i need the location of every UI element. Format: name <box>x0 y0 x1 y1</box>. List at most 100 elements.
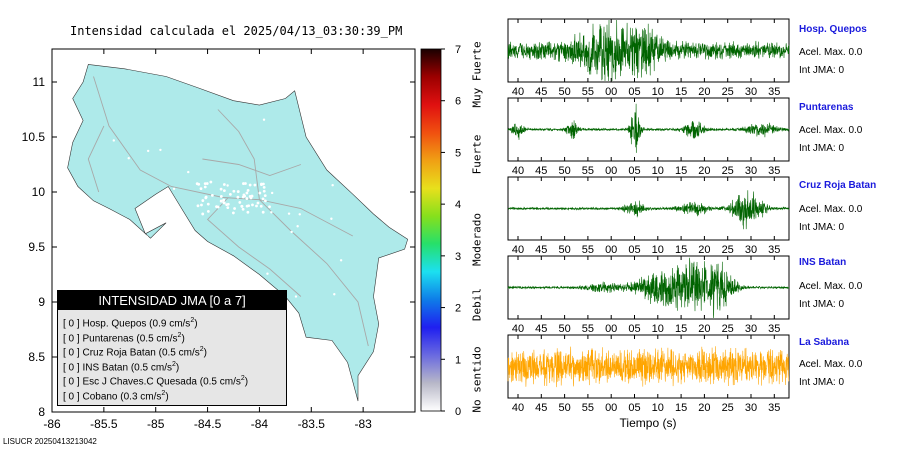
map-settlement <box>270 191 274 195</box>
trace-x-tick-label: 25 <box>722 402 734 414</box>
legend-value: 0.9 <box>152 318 167 330</box>
legend-value: 0.3 <box>123 390 138 402</box>
trace-cruz-roja-batan <box>507 190 790 230</box>
legend-station: Hosp. Quepos <box>82 318 147 330</box>
colorbar-tick-label: 0 <box>455 406 461 418</box>
station-int: Int JMA: 0 <box>799 65 845 76</box>
map-road <box>217 109 260 200</box>
map-x-tick-label: -84.5 <box>194 417 222 431</box>
map-road <box>93 76 354 237</box>
legend-station: Cruz Roja Batan <box>82 347 156 359</box>
station-int: Int JMA: 0 <box>799 299 845 310</box>
map-settlement <box>245 197 249 200</box>
trace-x-tick-label: 55 <box>582 323 594 335</box>
legend-unit: cm/s <box>150 361 172 373</box>
map-road <box>259 199 369 347</box>
map-settlement <box>262 118 266 121</box>
map-settlement <box>251 203 254 207</box>
legend-exp: 2 <box>171 360 176 368</box>
trace-x-tick-label: 10 <box>652 165 664 177</box>
map-settlement <box>201 199 205 202</box>
map-settlement <box>236 190 240 193</box>
trace-x-tick-label: 10 <box>652 86 664 98</box>
trace-x-tick-label: 20 <box>698 165 710 177</box>
map-y-tick-label: 10.5 <box>22 130 46 144</box>
station-acel: Acel. Max. 0.0 <box>799 281 863 292</box>
map-settlement <box>256 201 260 205</box>
map-settlement <box>145 235 149 239</box>
map-settlement <box>262 185 266 189</box>
legend-exp: 2 <box>199 346 204 353</box>
map-settlement <box>253 183 257 187</box>
map-settlement <box>222 201 226 205</box>
map-settlement <box>219 195 223 198</box>
map-settlement <box>249 196 253 200</box>
map-settlement <box>219 187 223 191</box>
legend-station: Esc J Chaves.C Quesada <box>82 376 197 388</box>
trace-x-tick-label: 50 <box>558 402 570 414</box>
station-acel: Acel. Max. 0.0 <box>799 204 863 215</box>
trace-x-tick-label: 00 <box>605 86 617 98</box>
map-road <box>202 158 302 176</box>
map-x-tick-label: -85 <box>147 417 165 431</box>
legend-exp: 2 <box>240 375 245 382</box>
legend-station: Puntarenas <box>82 332 134 344</box>
trace-x-tick-label: 45 <box>535 86 547 98</box>
map-settlement <box>266 272 269 275</box>
legend-exp: 2 <box>177 331 182 339</box>
map-settlement <box>246 210 250 214</box>
map-settlement <box>238 201 242 204</box>
trace-x-tick-label: 20 <box>698 86 710 98</box>
colorbar-tick-label: 6 <box>455 96 461 108</box>
map-settlement <box>222 189 226 193</box>
trace-x-tick-label: 30 <box>745 165 757 177</box>
trace-x-tick-label: 35 <box>768 86 780 98</box>
map-x-tick-label: -86 <box>43 417 61 431</box>
map-settlement <box>358 93 361 96</box>
trace-x-tick-label: 30 <box>745 323 757 335</box>
map-settlement <box>226 184 229 187</box>
trace-x-tick-label: 00 <box>605 165 617 177</box>
map-x-tick-label: -83.5 <box>298 417 326 431</box>
map-y-tick-label: 8.5 <box>28 350 45 364</box>
legend-value: 0.5 <box>161 347 176 359</box>
trace-x-tick-label: 25 <box>722 165 734 177</box>
page-title: Intensidad calculada el 2025/04/13_03:30… <box>70 24 403 38</box>
trace-x-tick-label: 25 <box>722 323 734 335</box>
legend-tag: [ 0 ] <box>63 318 80 330</box>
trace-x-tick-label: 10 <box>652 244 664 256</box>
map-x-tick-label: -83 <box>354 417 372 431</box>
map-settlement <box>204 196 208 200</box>
station-int: Int JMA: 0 <box>799 377 845 388</box>
trace-x-tick-label: 30 <box>745 244 757 256</box>
trace-x-tick-label: 50 <box>558 86 570 98</box>
map-y-tick-label: 9 <box>38 295 45 309</box>
station-name-la-sabana: La Sabana <box>799 337 850 348</box>
legend-title: INTENSIDAD JMA [0 a 7] <box>58 291 286 310</box>
trace-la-sabana <box>507 346 790 388</box>
map-y-tick-label: 10 <box>32 185 46 199</box>
trace-x-tick-label: 20 <box>698 244 710 256</box>
trace-x-tick-label: 55 <box>582 402 594 414</box>
footer-code: LISUCR 20250413213042 <box>3 437 97 446</box>
map-settlement <box>263 194 267 198</box>
map-settlement <box>290 230 293 234</box>
map-settlement <box>248 183 252 187</box>
map-settlement <box>261 197 265 201</box>
map-settlement <box>242 182 245 185</box>
map-settlement <box>331 184 334 187</box>
trace-x-tick-label: 50 <box>558 323 570 335</box>
trace-puntarenas <box>507 103 790 153</box>
trace-x-tick-label: 50 <box>558 244 570 256</box>
trace-x-tick-label: 15 <box>675 323 687 335</box>
map-settlement <box>262 189 266 193</box>
trace-x-tick-label: 45 <box>535 323 547 335</box>
legend-row: [ 0 ] Hosp. Quepos (0.9 cm/s2) <box>63 317 198 330</box>
map-x-tick-label: -85.5 <box>90 417 118 431</box>
trace-x-tick-label: 15 <box>675 244 687 256</box>
legend-tag: [ 0 ] <box>63 390 80 402</box>
legend-value: 0.5 <box>203 376 217 388</box>
station-name-puntarenas: Puntarenas <box>799 102 854 113</box>
trace-x-tick-label: 15 <box>675 86 687 98</box>
legend-unit: cm/s <box>178 347 200 359</box>
